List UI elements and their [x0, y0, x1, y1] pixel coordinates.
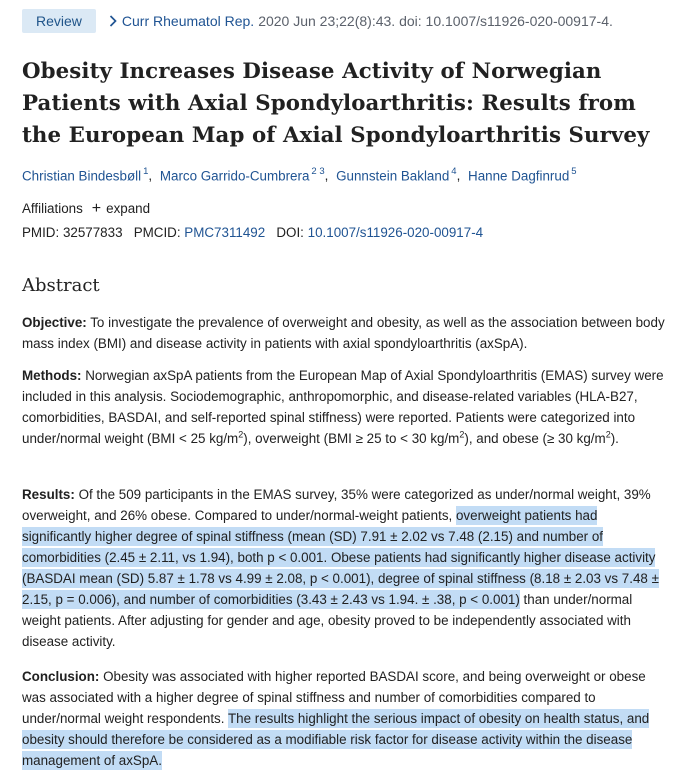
chevron-right-icon	[109, 15, 117, 27]
article-title: Obesity Increases Disease Activity of No…	[22, 59, 650, 148]
abstract-heading: Abstract	[22, 275, 100, 296]
affiliation-ref[interactable]: 1	[143, 166, 149, 177]
author-link[interactable]: Hanne Dagfinrud	[468, 168, 570, 184]
conclusion-text: Obesity was associated with higher repor…	[22, 669, 646, 726]
author-link[interactable]: Christian Bindesbøll	[22, 168, 142, 184]
methods-paragraph: Methods: Norwegian axSpA patients from t…	[22, 365, 667, 449]
author-link[interactable]: Gunnstein Bakland	[336, 168, 450, 184]
conclusion-paragraph: Conclusion: Obesity was associated with …	[22, 666, 667, 771]
objective-paragraph: Objective: To investigate the prevalence…	[22, 312, 667, 354]
doi-label: DOI:	[276, 225, 304, 240]
objective-label: Objective:	[22, 315, 87, 330]
citation-details: 2020 Jun 23;22(8):43. doi: 10.1007/s1192…	[258, 13, 613, 29]
methods-label: Methods:	[22, 368, 82, 383]
affiliation-ref[interactable]: 4	[451, 166, 457, 177]
objective-text: To investigate the prevalence of overwei…	[22, 315, 665, 351]
methods-text: Norwegian axSpA patients from the Europe…	[22, 368, 664, 446]
doi-link[interactable]: 10.1007/s11926-020-00917-4	[307, 225, 484, 240]
pmid-label: PMID:	[22, 225, 60, 240]
author-list: Christian Bindesbøll 1, Marco Garrido-Cum…	[22, 166, 577, 184]
superscript: 2	[605, 429, 611, 440]
conclusion-label: Conclusion:	[22, 669, 100, 684]
affiliations-toggle[interactable]: Affiliations + expand	[22, 200, 151, 217]
superscript: 2	[459, 429, 465, 440]
affiliations-label: Affiliations	[22, 201, 83, 216]
pmcid-label: PMCID:	[133, 225, 181, 240]
affiliation-ref[interactable]: 2 3	[311, 166, 325, 177]
methods-text: ), overweight (BMI ≥ 25 to < 30 kg/m	[243, 431, 460, 446]
results-text: than under/normal weight patients. After…	[22, 592, 633, 649]
results-label: Results:	[22, 487, 75, 502]
pmcid-link[interactable]: PMC7311492	[184, 225, 266, 240]
identifiers-line: PMID: 32577833 PMCID: PMC7311492 DOI: 10…	[22, 225, 483, 240]
pmid-value: 32577833	[62, 225, 123, 240]
citation-line: Review Curr Rheumatol Rep. 2020 Jun 23;2…	[22, 9, 613, 33]
methods-text: ), and obese (≥ 30 kg/m	[464, 431, 606, 446]
affiliation-ref[interactable]: 5	[571, 166, 577, 177]
plus-icon: +	[91, 200, 102, 217]
author-link[interactable]: Marco Garrido-Cumbrera	[159, 168, 310, 184]
journal-link[interactable]: Curr Rheumatol Rep.	[121, 13, 255, 29]
results-paragraph: Results: Of the 509 participants in the …	[22, 484, 667, 652]
results-text: Of the 509 participants in the EMAS surv…	[22, 487, 651, 523]
expand-label: expand	[106, 201, 151, 216]
methods-text: ).	[610, 431, 619, 446]
superscript: 2	[238, 429, 244, 440]
publication-type-badge: Review	[22, 9, 96, 33]
